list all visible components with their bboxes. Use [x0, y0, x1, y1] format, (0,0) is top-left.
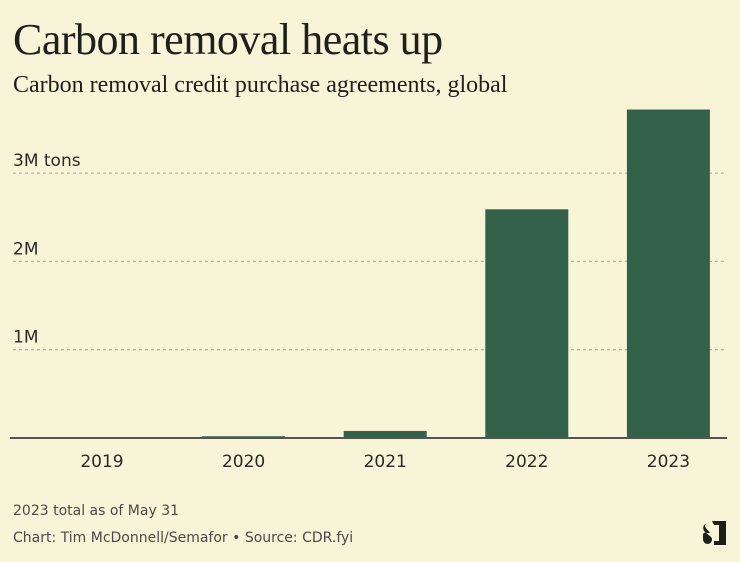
chart-credit: Chart: Tim McDonnell/Semafor • Source: C… — [13, 530, 354, 546]
y-tick-label: 2M — [13, 239, 38, 259]
gridlines — [13, 172, 727, 351]
chart-subtitle: Carbon removal credit purchase agreement… — [13, 72, 508, 98]
x-axis-ticks: 2019 2020 2021 2022 2023 — [80, 452, 690, 472]
y-tick-label: 3M tons — [13, 151, 81, 171]
y-tick-label: 1M — [13, 328, 38, 348]
bars — [202, 109, 710, 439]
x-tick-label: 2020 — [222, 452, 265, 472]
bar-chart: 1M 2M 3M tons 2019 2020 2021 2022 2023 — [10, 109, 727, 472]
x-tick-label: 2022 — [505, 452, 548, 472]
semafor-s-logo-icon — [703, 521, 726, 545]
chart-title: Carbon removal heats up — [13, 15, 443, 64]
chart-note: 2023 total as of May 31 — [13, 503, 180, 519]
y-axis-ticks: 1M 2M 3M tons — [13, 151, 81, 348]
bar-2021 — [343, 430, 427, 438]
x-tick-label: 2019 — [80, 452, 123, 472]
bar-2022 — [485, 209, 569, 438]
bar-2023 — [626, 109, 710, 439]
x-tick-label: 2021 — [364, 452, 407, 472]
x-tick-label: 2023 — [647, 452, 690, 472]
